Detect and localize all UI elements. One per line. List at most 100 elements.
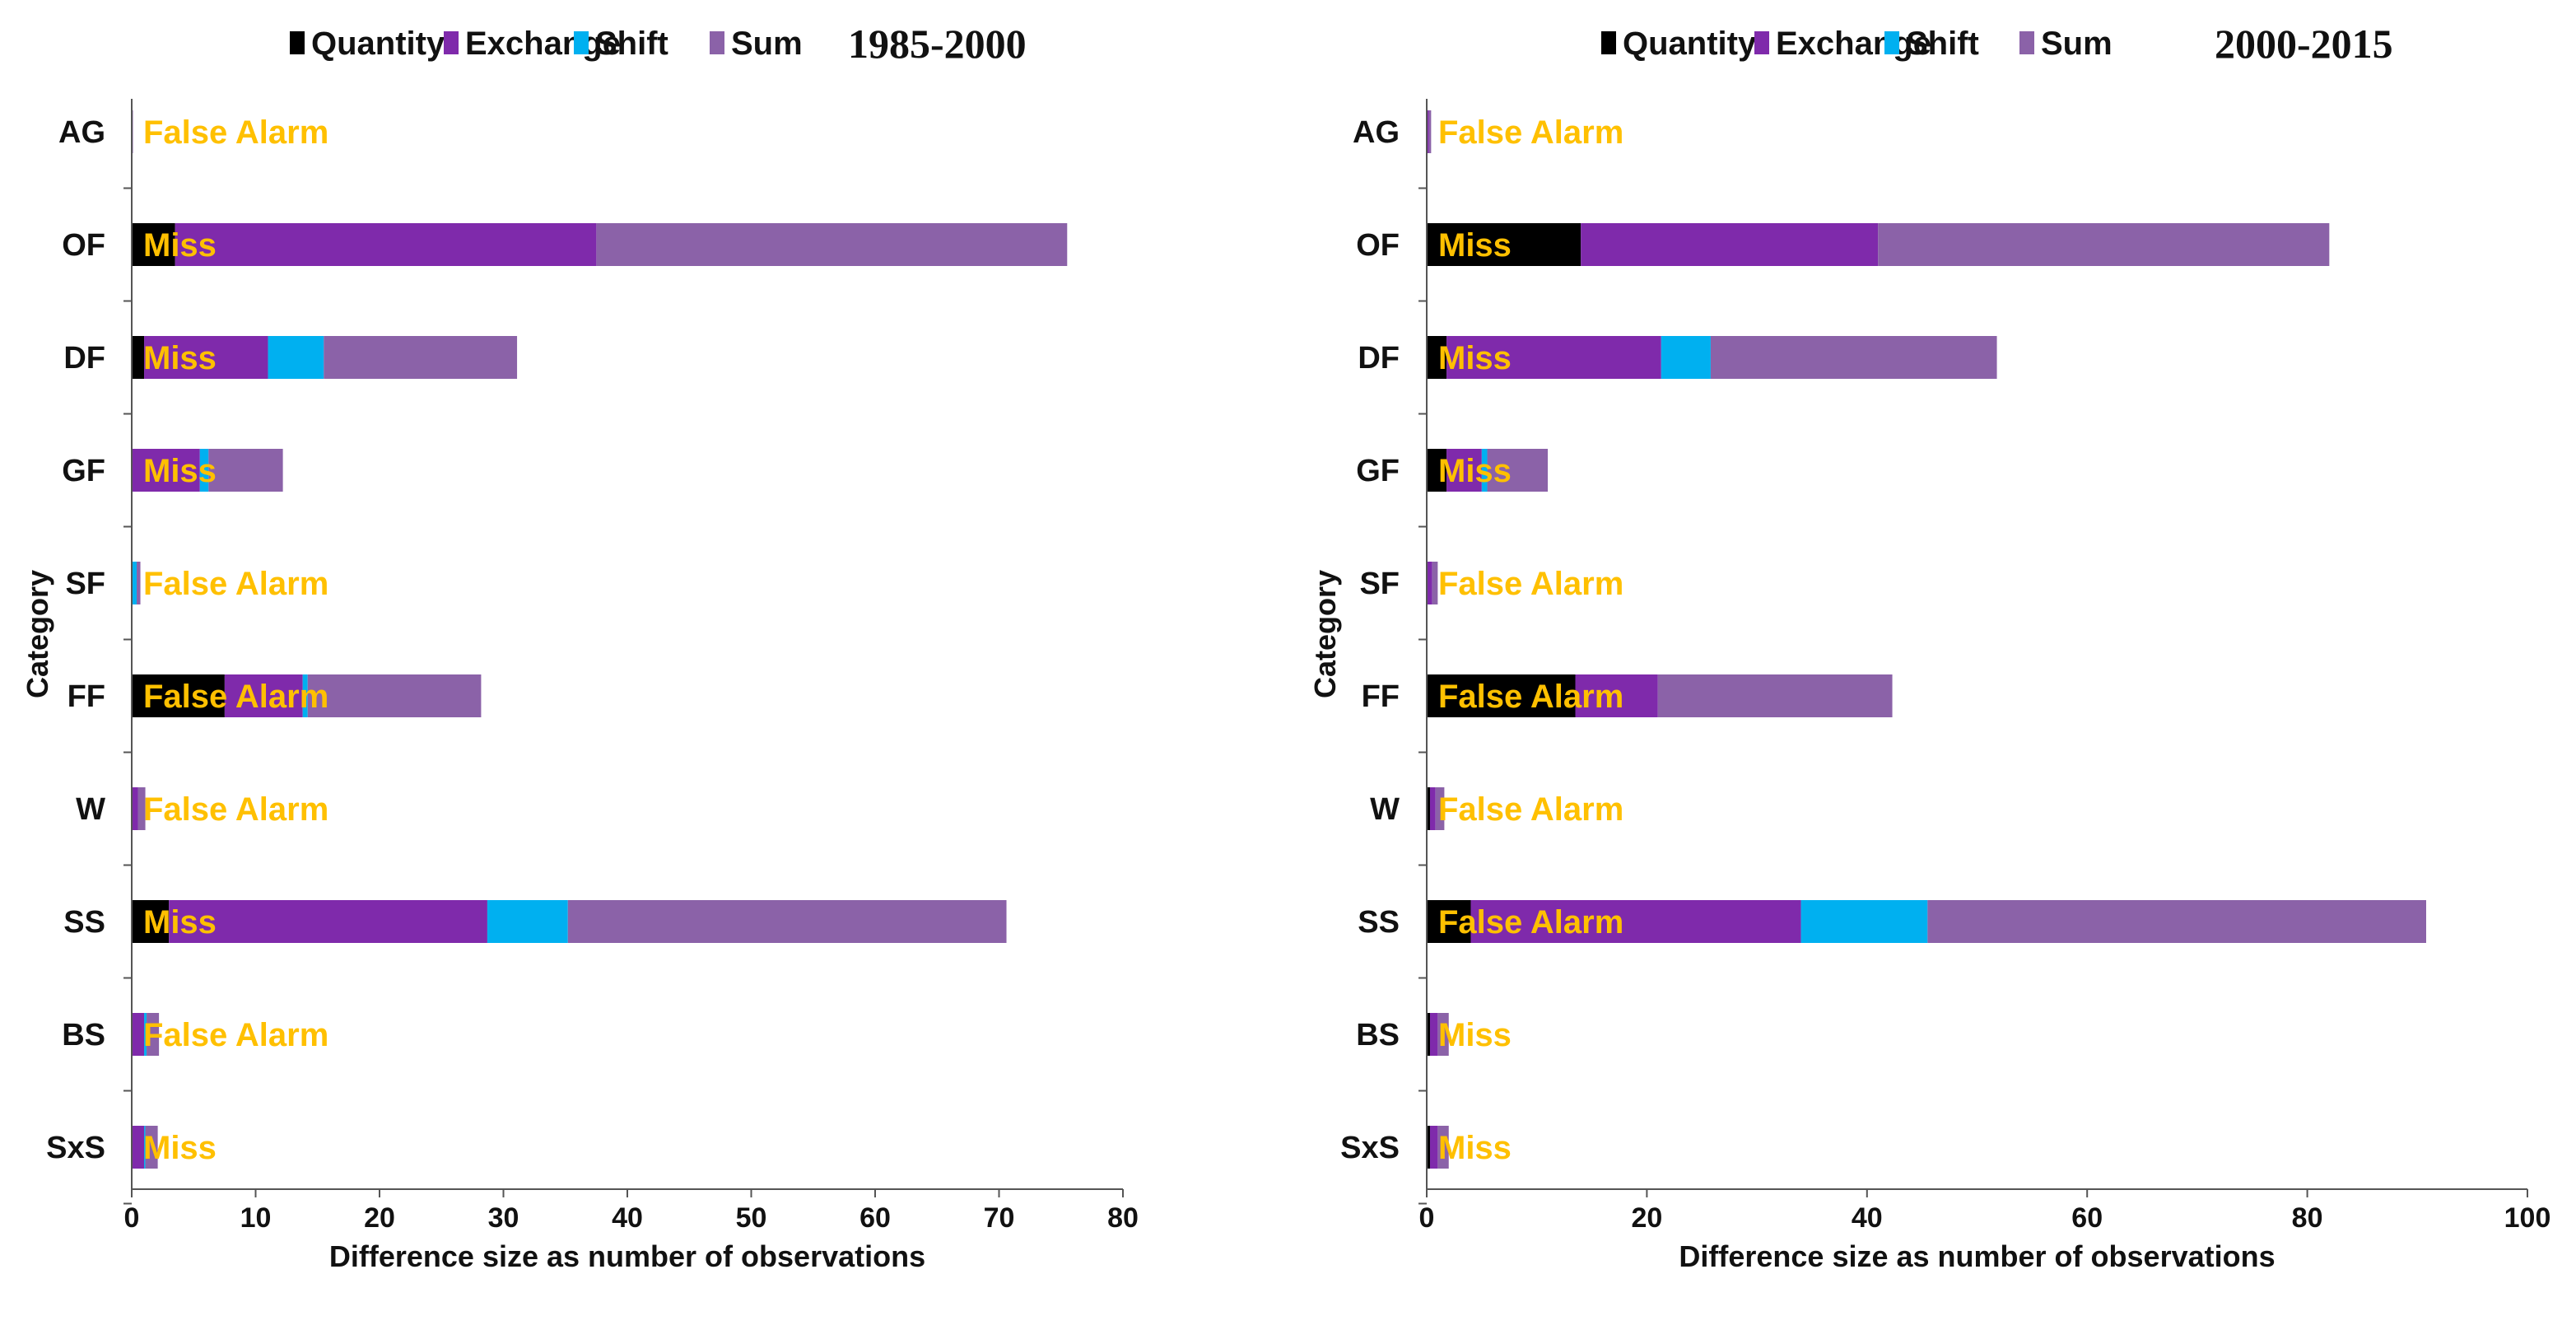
chart-title: 1985-2000 xyxy=(848,21,1027,67)
bar-annotation-ag: False Alarm xyxy=(1438,114,1623,151)
bar-exchange-ff xyxy=(1575,674,1658,717)
category-label: AG xyxy=(58,115,105,150)
bar-shift-ff xyxy=(302,674,308,717)
bar-quantity-bs xyxy=(1427,1013,1431,1056)
legend-label-shift: Shift xyxy=(1906,26,1979,62)
bar-annotation-sf: False Alarm xyxy=(1438,566,1623,602)
category-label: BS xyxy=(1356,1018,1400,1052)
category-label: SS xyxy=(63,905,105,940)
bar-annotation-gf: Miss xyxy=(143,453,217,489)
bar-quantity-ss xyxy=(1427,900,1471,943)
bar-exchange-sxs xyxy=(132,1126,145,1169)
x-tick-label: 70 xyxy=(984,1202,1015,1234)
bar-annotation-w: False Alarm xyxy=(143,791,328,828)
bar-sum-ff xyxy=(307,674,482,717)
bar-sum-w xyxy=(137,787,146,830)
bar-quantity-of xyxy=(132,223,175,266)
bar-sum-w xyxy=(1435,787,1445,830)
bar-exchange-w xyxy=(132,787,138,830)
bar-annotation-ff: False Alarm xyxy=(143,679,328,715)
legend-swatch-shift xyxy=(1884,31,1899,54)
bar-exchange-w xyxy=(1430,787,1436,830)
category-label: FF xyxy=(68,679,105,714)
x-tick-label: 80 xyxy=(2292,1202,2323,1234)
bar-sum-of xyxy=(1878,223,2330,266)
bar-shift-sxs xyxy=(144,1126,146,1169)
bar-sum-ss xyxy=(567,900,1007,943)
bar-annotation-df: Miss xyxy=(1438,340,1512,376)
bar-shift-gf xyxy=(1481,449,1488,492)
bar-sum-ag xyxy=(1428,110,1432,153)
category-label: FF xyxy=(1362,679,1400,714)
bar-exchange-ss xyxy=(1470,900,1801,943)
y-axis-title: Category xyxy=(1308,570,1342,698)
bar-annotation-w: False Alarm xyxy=(1438,791,1623,828)
bar-annotation-of: Miss xyxy=(143,227,217,264)
bar-shift-df xyxy=(1661,336,1711,379)
bar-shift-df xyxy=(268,336,324,379)
category-label: OF xyxy=(62,228,105,263)
bar-quantity-ff xyxy=(132,674,225,717)
x-tick-label: 50 xyxy=(736,1202,767,1234)
bar-sum-df xyxy=(324,336,518,379)
bar-exchange-gf xyxy=(132,449,200,492)
bar-exchange-df xyxy=(1446,336,1661,379)
x-tick-label: 40 xyxy=(612,1202,643,1234)
legend-label-sum: Sum xyxy=(2041,26,2113,62)
bar-annotation-of: Miss xyxy=(1438,227,1512,264)
bar-quantity-ss xyxy=(132,900,170,943)
bar-shift-ss xyxy=(487,900,568,943)
x-tick-label: 40 xyxy=(1852,1202,1883,1234)
bar-sum-sxs xyxy=(1437,1126,1449,1169)
bar-annotation-bs: False Alarm xyxy=(143,1017,328,1053)
chart-title: 2000-2015 xyxy=(2215,21,2393,67)
bar-annotation-sxs: Miss xyxy=(143,1130,217,1166)
legend-swatch-sum xyxy=(710,31,724,54)
legend-swatch-quantity xyxy=(290,31,305,54)
bar-annotation-sf: False Alarm xyxy=(143,566,328,602)
category-label: SF xyxy=(65,567,105,601)
bar-exchange-of xyxy=(175,223,597,266)
category-label: W xyxy=(76,792,105,827)
legend-label-quantity: Quantity xyxy=(1623,26,1757,62)
bar-sum-gf xyxy=(1487,449,1549,492)
bar-quantity-df xyxy=(1427,336,1447,379)
bar-sum-bs xyxy=(1437,1013,1449,1056)
bar-sum-ss xyxy=(1927,900,2426,943)
legend-label-exchange: Exchange xyxy=(1776,26,1931,62)
x-axis-title: Difference size as number of observation… xyxy=(329,1239,925,1273)
bar-annotation-sxs: Miss xyxy=(1438,1130,1512,1166)
bar-exchange-ag xyxy=(1427,110,1429,153)
category-label: SxS xyxy=(46,1131,105,1165)
bar-sum-bs xyxy=(147,1013,160,1056)
x-tick-label: 0 xyxy=(1419,1202,1435,1234)
category-label: GF xyxy=(1356,454,1400,488)
bar-exchange-sf xyxy=(1427,562,1432,604)
bar-exchange-sxs xyxy=(1430,1126,1438,1169)
bar-quantity-gf xyxy=(1427,449,1447,492)
bar-quantity-sxs xyxy=(1427,1126,1431,1169)
bar-sum-ff xyxy=(1657,674,1893,717)
legend-swatch-quantity xyxy=(1601,31,1616,54)
bar-annotation-ff: False Alarm xyxy=(1438,679,1623,715)
x-tick-label: 60 xyxy=(859,1202,891,1234)
category-label: W xyxy=(1370,792,1400,827)
bar-exchange-gf xyxy=(1446,449,1482,492)
legend-swatch-sum xyxy=(2019,31,2034,54)
bar-shift-bs xyxy=(144,1013,147,1056)
bar-exchange-bs xyxy=(1430,1013,1438,1056)
bar-sum-sf xyxy=(137,562,141,604)
bar-shift-ss xyxy=(1800,900,1928,943)
category-label: DF xyxy=(63,341,105,376)
y-axis-title: Category xyxy=(21,570,54,698)
bar-exchange-ff xyxy=(224,674,303,717)
x-tick-label: 10 xyxy=(240,1202,272,1234)
bar-shift-sf xyxy=(132,562,137,604)
bar-quantity-w xyxy=(1427,787,1431,830)
bar-annotation-bs: Miss xyxy=(1438,1017,1512,1053)
bar-annotation-ss: False Alarm xyxy=(1438,904,1623,940)
bar-sum-sxs xyxy=(145,1126,158,1169)
